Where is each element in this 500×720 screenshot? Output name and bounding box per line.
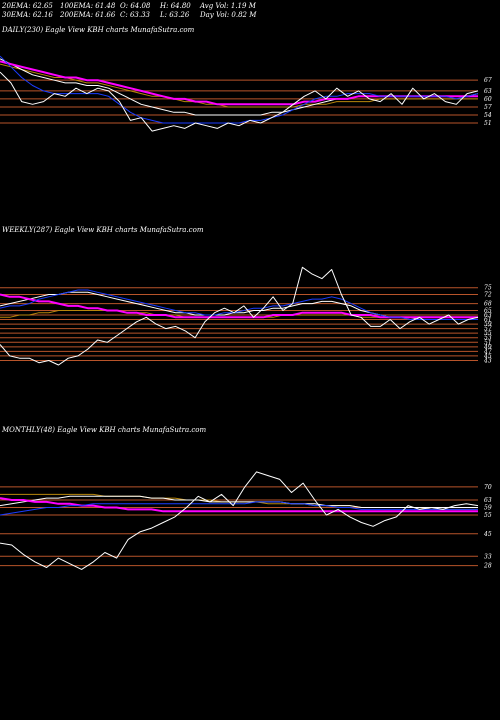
weekly-level-label: 55 [484, 330, 492, 337]
header-day-vol: Day Vol: 0.82 M [200, 11, 257, 19]
monthly-level-label: 70 [484, 484, 492, 491]
weekly-price-line [0, 266, 479, 366]
weekly-ema-fast-line [0, 289, 478, 320]
weekly-level-label: 53 [484, 335, 492, 342]
weekly-level-label: 75 [484, 285, 492, 292]
monthly-level-label: 45 [483, 531, 492, 538]
header-high: H: 64.80 [160, 2, 191, 10]
weekly-level-label: 49 [483, 344, 492, 351]
monthly-price-line [0, 471, 479, 570]
weekly-level-label: 72 [484, 292, 492, 299]
weekly-panel-title: WEEKLY(287) Eagle View KBH charts Munafa… [2, 226, 204, 234]
daily-level-label: 63 [484, 88, 492, 95]
daily-panel-title: DAILY(230) Eagle View KBH charts MunafaS… [2, 26, 195, 34]
weekly-level-label: 43 [483, 357, 492, 364]
weekly-level-label: 51 [484, 339, 492, 346]
weekly-level-label: 68 [484, 301, 492, 308]
monthly-level-label: 33 [484, 553, 492, 560]
header-100ema: 100EMA: 61.48 [60, 2, 116, 10]
monthly-level-label: 28 [483, 563, 492, 570]
weekly-level-label: 57 [484, 326, 492, 333]
daily-level-label: 67 [484, 77, 492, 84]
daily-ema-long-line [0, 63, 478, 108]
daily-level-label: 51 [484, 120, 492, 127]
monthly-ema-slow-line [0, 495, 478, 508]
daily-level-label: 54 [484, 112, 492, 119]
weekly-level-label: 65 [484, 307, 492, 314]
monthly-level-label: 55 [484, 512, 492, 519]
header-close: C: 63.33 [120, 11, 150, 19]
weekly-level-label: 47 [483, 348, 492, 355]
header-open: O: 64.08 [120, 2, 151, 10]
monthly-level-label: 63 [484, 497, 492, 504]
daily-level-label: 57 [484, 104, 492, 111]
daily-level-label: 60 [484, 96, 492, 103]
monthly-ema-fast-line [0, 501, 478, 516]
header-30ema: 30EMA: 62.16 [2, 11, 53, 19]
weekly-ema-mid-line [0, 293, 478, 319]
header-200ema: 200EMA: 61.66 [60, 11, 116, 19]
header-avg-vol: Avg Vol: 1.19 M [200, 2, 256, 10]
daily-price-line [0, 71, 479, 132]
weekly-level-label: 45 [483, 353, 492, 360]
header-low: L: 63.26 [160, 11, 190, 19]
header-20ema: 20EMA: 62.65 [2, 2, 53, 10]
monthly-level-label: 59 [484, 505, 492, 512]
weekly-level-label: 61 [484, 317, 492, 324]
daily-ema-fast-line [0, 55, 479, 124]
weekly-level-label: 59 [484, 321, 492, 328]
weekly-level-label: 63 [484, 312, 492, 319]
monthly-panel-title: MONTHLY(48) Eagle View KBH charts Munafa… [2, 426, 207, 434]
